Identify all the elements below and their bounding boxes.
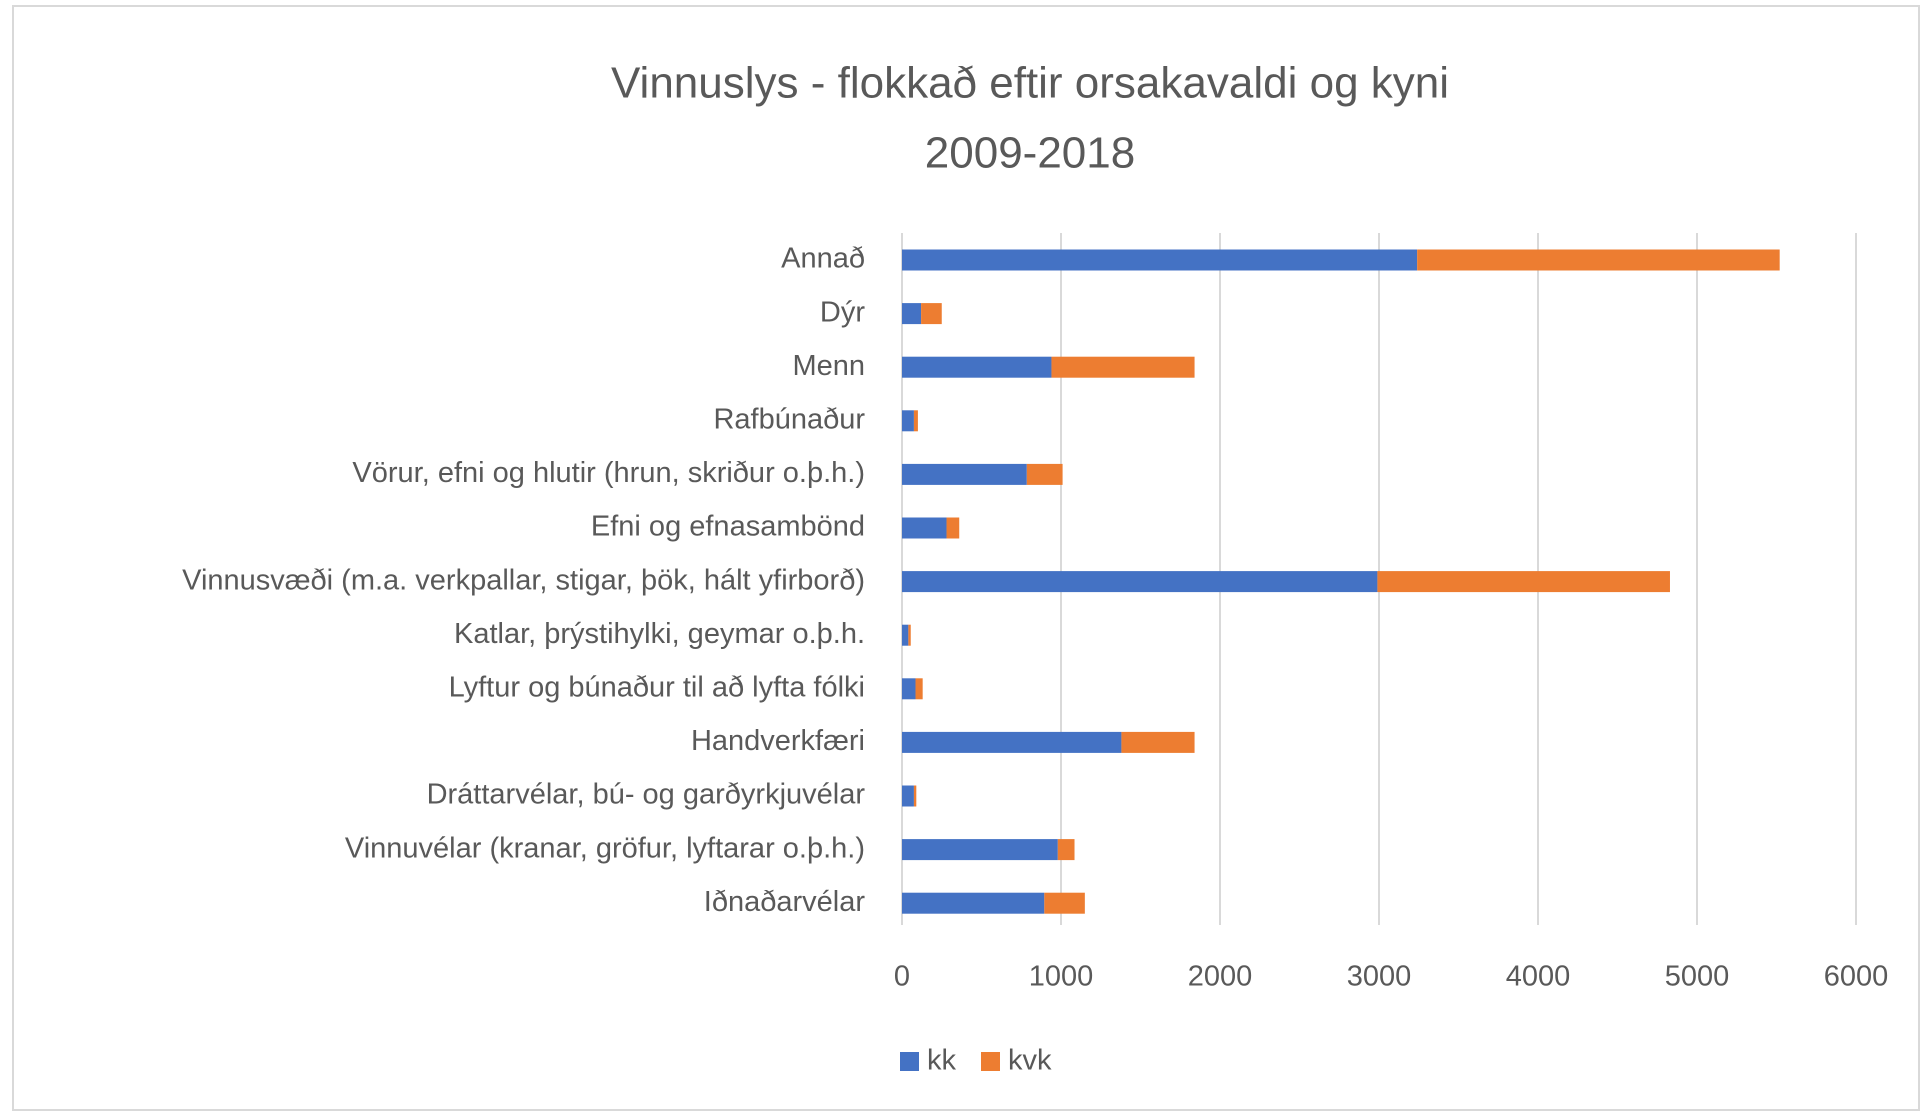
- bar-segment: [902, 356, 1052, 378]
- y-tick-label: Handverkfæri: [691, 725, 865, 757]
- bar-segment: [1121, 731, 1195, 753]
- bar-segment: [921, 303, 942, 325]
- bar-segment: [913, 785, 917, 807]
- bar-segment: [1057, 839, 1075, 861]
- x-tick-label: 2000: [1188, 961, 1253, 993]
- bar-segment: [908, 624, 911, 646]
- x-tick-label: 0: [894, 961, 910, 993]
- x-tick-label: 3000: [1347, 961, 1412, 993]
- x-tick-label: 6000: [1824, 961, 1889, 993]
- bar-segment: [902, 839, 1058, 861]
- legend-label: kk: [927, 1045, 957, 1077]
- y-tick-label: Efni og efnasambönd: [591, 511, 865, 543]
- bar-segment: [946, 517, 960, 539]
- bar-segment: [902, 624, 909, 646]
- y-tick-label: Vinnusvæði (m.a. verkpallar, stigar, þök…: [182, 564, 865, 596]
- y-tick-label: Dýr: [820, 296, 865, 328]
- legend-swatch: [981, 1052, 1000, 1071]
- bar-segment: [1051, 356, 1195, 378]
- y-tick-label: Iðnaðarvélar: [704, 886, 866, 918]
- y-tick-label: Vinnuvélar (kranar, gröfur, lyftarar o.þ…: [345, 832, 865, 864]
- bar-segment: [902, 785, 914, 807]
- bar-segment: [902, 571, 1378, 593]
- legend-label: kvk: [1008, 1045, 1052, 1077]
- bar-segment: [1417, 249, 1780, 271]
- bar-segment: [902, 517, 947, 539]
- bar-segment: [902, 731, 1122, 753]
- bar-segment: [915, 678, 923, 700]
- x-tick-label: 1000: [1029, 961, 1094, 993]
- bar-segment: [902, 410, 914, 432]
- x-tick-label: 5000: [1665, 961, 1730, 993]
- y-tick-label: Menn: [792, 350, 865, 382]
- y-tick-label: Rafbúnaður: [713, 403, 865, 435]
- bar-segment: [902, 303, 922, 325]
- bar-segment: [1026, 463, 1063, 485]
- bar-segment: [902, 463, 1027, 485]
- chart-frame: [12, 5, 1920, 1111]
- y-tick-label: Vörur, efni og hlutir (hrun, skriður o.þ…: [352, 457, 865, 489]
- bar-segment: [902, 678, 916, 700]
- y-tick-label: Katlar, þrýstihylki, geymar o.þ.h.: [454, 618, 865, 650]
- bar-segment: [913, 410, 918, 432]
- y-tick-label: Lyftur og búnaður til að lyfta fólki: [449, 671, 865, 703]
- bar-segment: [902, 249, 1418, 271]
- bar-segment: [1377, 571, 1670, 593]
- chart-title: Vinnuslys - flokkað eftir orsakavaldi og…: [611, 59, 1449, 108]
- x-tick-label: 4000: [1506, 961, 1571, 993]
- legend-swatch: [900, 1052, 919, 1071]
- y-tick-label: Dráttarvélar, bú- og garðyrkjuvélar: [427, 779, 866, 811]
- chart-title: 2009-2018: [925, 129, 1135, 178]
- bar-segment: [902, 892, 1045, 914]
- bar-segment: [1044, 892, 1085, 914]
- y-tick-label: Annað: [781, 243, 865, 275]
